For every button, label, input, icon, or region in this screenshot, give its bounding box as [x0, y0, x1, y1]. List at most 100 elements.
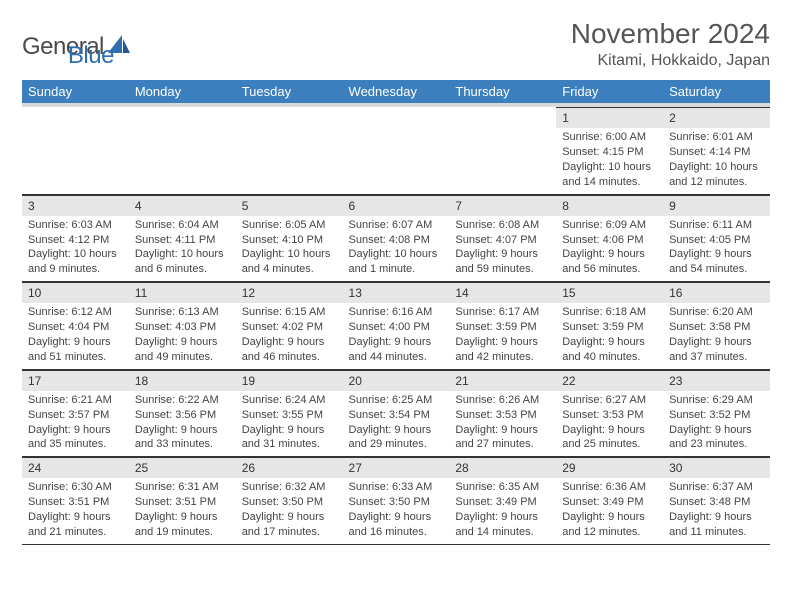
- calendar-cell: 5Sunrise: 6:05 AMSunset: 4:10 PMDaylight…: [236, 194, 343, 282]
- day-number: 25: [129, 457, 236, 478]
- day-body: Sunrise: 6:15 AMSunset: 4:02 PMDaylight:…: [236, 303, 343, 368]
- day-number: 13: [343, 282, 450, 303]
- sunrise-text: Sunrise: 6:04 AM: [135, 218, 230, 233]
- sunrise-text: Sunrise: 6:25 AM: [349, 393, 444, 408]
- calendar-cell: 11Sunrise: 6:13 AMSunset: 4:03 PMDayligh…: [129, 282, 236, 370]
- calendar-cell: 23Sunrise: 6:29 AMSunset: 3:52 PMDayligh…: [663, 369, 770, 457]
- sunset-text: Sunset: 3:51 PM: [135, 495, 230, 510]
- day-body: Sunrise: 6:03 AMSunset: 4:12 PMDaylight:…: [22, 216, 129, 281]
- sunset-text: Sunset: 3:48 PM: [669, 495, 764, 510]
- day-body: Sunrise: 6:25 AMSunset: 3:54 PMDaylight:…: [343, 391, 450, 456]
- daylight-text: Daylight: 9 hours and 16 minutes.: [349, 510, 444, 540]
- calendar-cell: 14Sunrise: 6:17 AMSunset: 3:59 PMDayligh…: [449, 282, 556, 370]
- calendar-table: SundayMondayTuesdayWednesdayThursdayFrid…: [22, 80, 770, 545]
- daylight-text: Daylight: 9 hours and 27 minutes.: [455, 423, 550, 453]
- day-body: Sunrise: 6:17 AMSunset: 3:59 PMDaylight:…: [449, 303, 556, 368]
- title-block: November 2024 Kitami, Hokkaido, Japan: [571, 18, 770, 70]
- sunset-text: Sunset: 4:07 PM: [455, 233, 550, 248]
- sunset-text: Sunset: 3:49 PM: [562, 495, 657, 510]
- calendar-cell: 7Sunrise: 6:08 AMSunset: 4:07 PMDaylight…: [449, 194, 556, 282]
- location-text: Kitami, Hokkaido, Japan: [571, 52, 770, 70]
- day-body: Sunrise: 6:08 AMSunset: 4:07 PMDaylight:…: [449, 216, 556, 281]
- day-number: 15: [556, 282, 663, 303]
- weekday-header: Friday: [556, 80, 663, 105]
- daylight-text: Daylight: 9 hours and 31 minutes.: [242, 423, 337, 453]
- day-body: Sunrise: 6:11 AMSunset: 4:05 PMDaylight:…: [663, 216, 770, 281]
- day-body: Sunrise: 6:16 AMSunset: 4:00 PMDaylight:…: [343, 303, 450, 368]
- day-number: 21: [449, 370, 556, 391]
- day-body: Sunrise: 6:01 AMSunset: 4:14 PMDaylight:…: [663, 128, 770, 193]
- day-body: Sunrise: 6:20 AMSunset: 3:58 PMDaylight:…: [663, 303, 770, 368]
- calendar-cell: 19Sunrise: 6:24 AMSunset: 3:55 PMDayligh…: [236, 369, 343, 457]
- sunset-text: Sunset: 3:53 PM: [455, 408, 550, 423]
- sunrise-text: Sunrise: 6:11 AM: [669, 218, 764, 233]
- daylight-text: Daylight: 10 hours and 9 minutes.: [28, 247, 123, 277]
- day-body: Sunrise: 6:35 AMSunset: 3:49 PMDaylight:…: [449, 478, 556, 543]
- sunrise-text: Sunrise: 6:22 AM: [135, 393, 230, 408]
- sunset-text: Sunset: 4:12 PM: [28, 233, 123, 248]
- weekday-header: Sunday: [22, 80, 129, 105]
- sunrise-text: Sunrise: 6:21 AM: [28, 393, 123, 408]
- sunset-text: Sunset: 3:59 PM: [455, 320, 550, 335]
- daylight-text: Daylight: 9 hours and 29 minutes.: [349, 423, 444, 453]
- calendar-cell: 3Sunrise: 6:03 AMSunset: 4:12 PMDaylight…: [22, 194, 129, 282]
- calendar-cell: 8Sunrise: 6:09 AMSunset: 4:06 PMDaylight…: [556, 194, 663, 282]
- sunrise-text: Sunrise: 6:33 AM: [349, 480, 444, 495]
- sunset-text: Sunset: 3:51 PM: [28, 495, 123, 510]
- daylight-text: Daylight: 9 hours and 21 minutes.: [28, 510, 123, 540]
- day-body: Sunrise: 6:21 AMSunset: 3:57 PMDaylight:…: [22, 391, 129, 456]
- month-title: November 2024: [571, 18, 770, 50]
- day-number: 24: [22, 457, 129, 478]
- sunrise-text: Sunrise: 6:00 AM: [562, 130, 657, 145]
- weekday-header: Wednesday: [343, 80, 450, 105]
- daylight-text: Daylight: 9 hours and 46 minutes.: [242, 335, 337, 365]
- day-body: Sunrise: 6:13 AMSunset: 4:03 PMDaylight:…: [129, 303, 236, 368]
- daylight-text: Daylight: 9 hours and 17 minutes.: [242, 510, 337, 540]
- sunrise-text: Sunrise: 6:26 AM: [455, 393, 550, 408]
- calendar-cell: 9Sunrise: 6:11 AMSunset: 4:05 PMDaylight…: [663, 194, 770, 282]
- calendar-cell: 13Sunrise: 6:16 AMSunset: 4:00 PMDayligh…: [343, 282, 450, 370]
- day-number: 30: [663, 457, 770, 478]
- day-number: 22: [556, 370, 663, 391]
- daylight-text: Daylight: 10 hours and 4 minutes.: [242, 247, 337, 277]
- sunset-text: Sunset: 3:49 PM: [455, 495, 550, 510]
- calendar-body: 1Sunrise: 6:00 AMSunset: 4:15 PMDaylight…: [22, 105, 770, 544]
- calendar-row: 17Sunrise: 6:21 AMSunset: 3:57 PMDayligh…: [22, 369, 770, 457]
- sunrise-text: Sunrise: 6:12 AM: [28, 305, 123, 320]
- day-number: 16: [663, 282, 770, 303]
- sunrise-text: Sunrise: 6:35 AM: [455, 480, 550, 495]
- calendar-cell: [22, 105, 129, 194]
- day-number: 14: [449, 282, 556, 303]
- day-body: Sunrise: 6:00 AMSunset: 4:15 PMDaylight:…: [556, 128, 663, 193]
- calendar-cell: 22Sunrise: 6:27 AMSunset: 3:53 PMDayligh…: [556, 369, 663, 457]
- calendar-cell: 20Sunrise: 6:25 AMSunset: 3:54 PMDayligh…: [343, 369, 450, 457]
- day-number: 12: [236, 282, 343, 303]
- daylight-text: Daylight: 9 hours and 37 minutes.: [669, 335, 764, 365]
- calendar-cell: 29Sunrise: 6:36 AMSunset: 3:49 PMDayligh…: [556, 457, 663, 545]
- day-body: Sunrise: 6:37 AMSunset: 3:48 PMDaylight:…: [663, 478, 770, 543]
- daylight-text: Daylight: 9 hours and 44 minutes.: [349, 335, 444, 365]
- daylight-text: Daylight: 9 hours and 11 minutes.: [669, 510, 764, 540]
- day-body: Sunrise: 6:24 AMSunset: 3:55 PMDaylight:…: [236, 391, 343, 456]
- day-number: 3: [22, 195, 129, 216]
- sunset-text: Sunset: 3:52 PM: [669, 408, 764, 423]
- sunset-text: Sunset: 4:08 PM: [349, 233, 444, 248]
- day-number: 20: [343, 370, 450, 391]
- calendar-cell: 1Sunrise: 6:00 AMSunset: 4:15 PMDaylight…: [556, 105, 663, 194]
- sunrise-text: Sunrise: 6:24 AM: [242, 393, 337, 408]
- sunrise-text: Sunrise: 6:36 AM: [562, 480, 657, 495]
- sunset-text: Sunset: 3:56 PM: [135, 408, 230, 423]
- daylight-text: Daylight: 9 hours and 49 minutes.: [135, 335, 230, 365]
- day-body: Sunrise: 6:04 AMSunset: 4:11 PMDaylight:…: [129, 216, 236, 281]
- sunset-text: Sunset: 4:02 PM: [242, 320, 337, 335]
- day-number: 17: [22, 370, 129, 391]
- day-number: 4: [129, 195, 236, 216]
- brand-part2: Blue: [68, 42, 114, 69]
- day-number: 8: [556, 195, 663, 216]
- day-number: 5: [236, 195, 343, 216]
- sunset-text: Sunset: 4:03 PM: [135, 320, 230, 335]
- sunset-text: Sunset: 4:04 PM: [28, 320, 123, 335]
- calendar-row: 3Sunrise: 6:03 AMSunset: 4:12 PMDaylight…: [22, 194, 770, 282]
- calendar-cell: [129, 105, 236, 194]
- calendar-cell: 15Sunrise: 6:18 AMSunset: 3:59 PMDayligh…: [556, 282, 663, 370]
